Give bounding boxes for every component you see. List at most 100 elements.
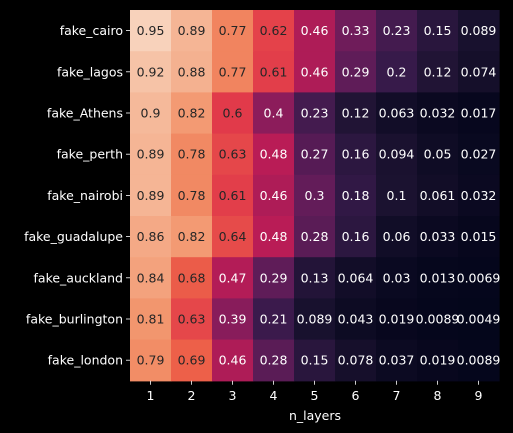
- heatmap-cell: [212, 339, 254, 382]
- y-tick-label: fake_lagos: [57, 64, 123, 79]
- heatmap-cell: [130, 339, 172, 382]
- cell-value-label: 0.12: [424, 64, 452, 79]
- heatmap-cell: [253, 133, 295, 176]
- heatmap-cell: [417, 133, 459, 176]
- heatmap-cell: [171, 92, 213, 135]
- cell-value-label: 0.0089: [457, 353, 501, 368]
- cell-value-label: 0.6: [223, 106, 243, 121]
- cell-value-label: 0.064: [338, 270, 374, 285]
- heatmap-cell: [294, 10, 336, 52]
- cell-value-label: 0.037: [379, 353, 415, 368]
- cell-value-label: 0.032: [461, 188, 497, 203]
- cell-value-label: 0.39: [219, 312, 247, 327]
- heatmap-cell: [212, 133, 254, 176]
- heatmap-cell: [417, 92, 459, 135]
- cell-value-label: 0.33: [342, 23, 370, 38]
- heatmap-cell: [171, 51, 213, 93]
- x-axis-label: n_layers: [289, 408, 341, 423]
- heatmap-cell: [253, 298, 295, 341]
- heatmap-cell: [417, 174, 459, 217]
- cell-value-label: 0.48: [260, 229, 288, 244]
- heatmap-cell: [417, 51, 459, 93]
- cell-value-label: 0.29: [342, 64, 370, 79]
- heatmap-cell: [417, 339, 459, 382]
- heatmap-cell: [253, 174, 295, 217]
- heatmap-cell: [376, 174, 418, 217]
- x-tick-label: 4: [270, 388, 278, 403]
- cell-value-label: 0.46: [301, 64, 329, 79]
- cell-value-label: 0.63: [219, 147, 247, 162]
- y-tick-label: fake_guadalupe: [24, 229, 123, 244]
- heatmap-cell: [376, 216, 418, 258]
- heatmap-cell: [212, 174, 254, 217]
- cell-value-label: 0.89: [178, 23, 206, 38]
- heatmap-cell: [294, 298, 336, 341]
- cell-value-label: 0.063: [379, 106, 415, 121]
- cell-value-label: 0.92: [137, 64, 165, 79]
- cell-value-label: 0.47: [219, 270, 247, 285]
- heatmap-cell: [212, 92, 254, 135]
- cell-value-label: 0.78: [178, 188, 206, 203]
- cell-value-label: 0.46: [260, 188, 288, 203]
- heatmap-cell: [130, 216, 172, 258]
- heatmap-cell: [335, 339, 377, 382]
- heatmap-cell: [130, 92, 172, 135]
- heatmap-cell: [335, 298, 377, 341]
- heatmap-cell: [130, 257, 172, 299]
- cell-value-label: 0.21: [260, 312, 288, 327]
- heatmap-cell: [417, 216, 459, 258]
- heatmap-cell: [294, 257, 336, 299]
- heatmap-cell: [130, 10, 172, 52]
- cell-value-label: 0.16: [342, 229, 370, 244]
- cell-value-label: 0.094: [379, 147, 415, 162]
- heatmap-annotations: 0.95 0.89 0.77 0.62 0.46 0.33 0.23 0.15 0.089 0.9…: [137, 23, 501, 368]
- heatmap-cell: [294, 51, 336, 93]
- heatmap-cell: [253, 216, 295, 258]
- cell-value-label: 0.019: [420, 353, 456, 368]
- cell-value-label: 0.28: [301, 229, 329, 244]
- cell-value-label: 0.46: [219, 353, 247, 368]
- heatmap-cell: [417, 257, 459, 299]
- cell-value-label: 0.017: [461, 106, 497, 121]
- cell-value-label: 0.074: [461, 64, 497, 79]
- cell-value-label: 0.0049: [457, 312, 501, 327]
- cell-value-label: 0.043: [338, 312, 374, 327]
- cell-value-label: 0.29: [260, 270, 288, 285]
- heatmap-cell: [458, 298, 500, 341]
- heatmap-cells: [130, 10, 500, 382]
- cell-value-label: 0.061: [420, 188, 456, 203]
- cell-value-label: 0.06: [383, 229, 411, 244]
- heatmap-cell: [335, 51, 377, 93]
- cell-value-label: 0.77: [219, 64, 247, 79]
- cell-value-label: 0.0069: [457, 270, 501, 285]
- heatmap-cell: [335, 92, 377, 135]
- cell-value-label: 0.0089: [416, 312, 460, 327]
- y-tick-label: fake_Athens: [47, 106, 123, 121]
- cell-value-label: 0.15: [424, 23, 452, 38]
- cell-value-label: 0.82: [178, 106, 206, 121]
- cell-value-label: 0.68: [178, 270, 206, 285]
- heatmap-cell: [376, 298, 418, 341]
- cell-value-label: 0.28: [260, 353, 288, 368]
- cell-value-label: 0.9: [141, 106, 161, 121]
- cell-value-label: 0.078: [338, 353, 374, 368]
- heatmap-cell: [130, 133, 172, 176]
- cell-value-label: 0.86: [137, 229, 165, 244]
- cell-value-label: 0.2: [387, 64, 407, 79]
- cell-value-label: 0.18: [342, 188, 370, 203]
- cell-value-label: 0.15: [301, 353, 329, 368]
- x-tick-label: 2: [188, 388, 196, 403]
- cell-value-label: 0.015: [461, 229, 497, 244]
- heatmap-cell: [171, 133, 213, 176]
- heatmap-cell: [417, 10, 459, 52]
- cell-value-label: 0.82: [178, 229, 206, 244]
- x-tick-label: 6: [352, 388, 360, 403]
- cell-value-label: 0.027: [461, 147, 497, 162]
- cell-value-label: 0.27: [301, 147, 329, 162]
- cell-value-label: 0.61: [219, 188, 247, 203]
- heatmap-cell: [253, 92, 295, 135]
- heatmap-cell: [458, 174, 500, 217]
- cell-value-label: 0.79: [137, 353, 165, 368]
- heatmap-cell: [335, 216, 377, 258]
- x-tick-label: 7: [393, 388, 401, 403]
